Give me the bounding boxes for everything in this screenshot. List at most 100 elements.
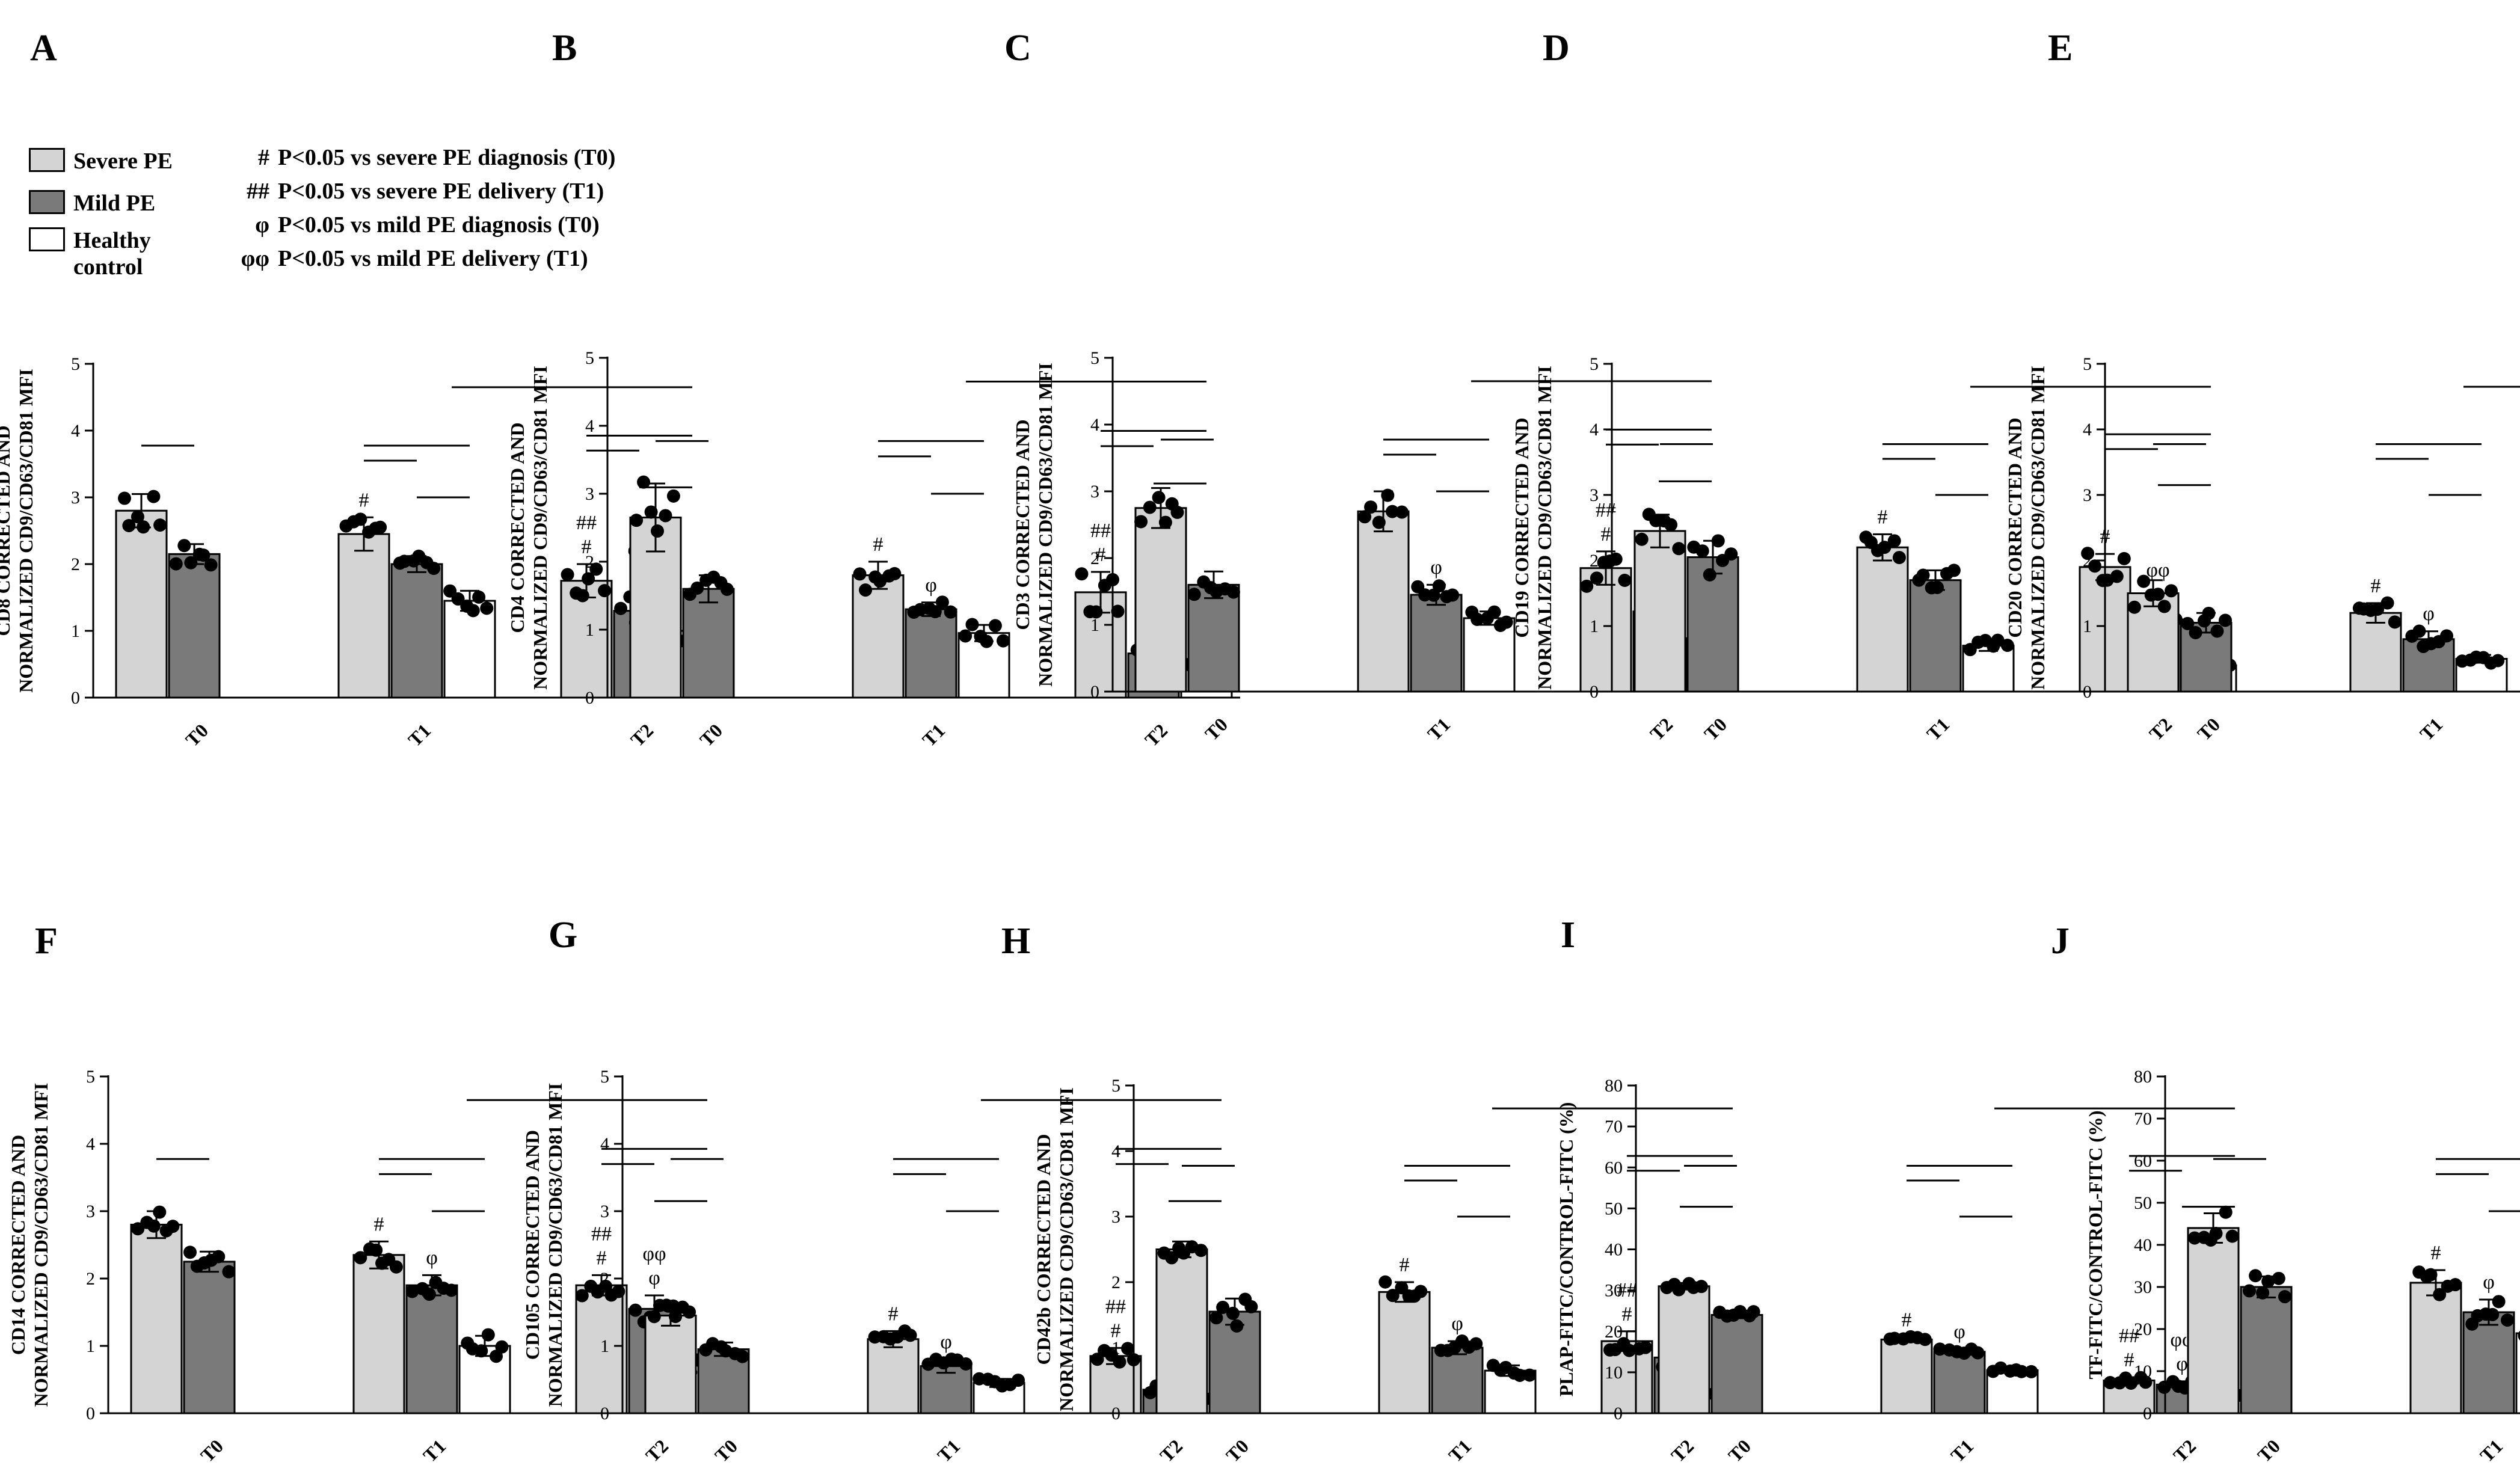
significance-mark: ## xyxy=(576,512,597,534)
data-point xyxy=(1618,573,1632,587)
bar xyxy=(1410,594,1463,693)
data-point xyxy=(475,1344,488,1358)
data-point xyxy=(2137,574,2151,588)
data-point xyxy=(451,592,465,606)
significance-mark: φ xyxy=(2423,603,2435,625)
bar xyxy=(867,1338,920,1414)
significance-mark: φ xyxy=(1953,1321,1965,1343)
data-point xyxy=(147,1219,161,1233)
data-point xyxy=(965,618,979,631)
y-axis-label-line: CD14 CORRECTED AND xyxy=(7,1135,29,1355)
significance-mark: ## xyxy=(1090,520,1111,542)
legend-note-text: P<0.05 vs severe PE delivery (T1) xyxy=(278,179,604,204)
x-category-label: T0 xyxy=(2253,1435,2284,1466)
data-point xyxy=(644,505,658,519)
significance-mark: φ xyxy=(648,1267,660,1289)
y-tick-label: 2 xyxy=(1090,548,1099,568)
data-point xyxy=(2000,639,2014,652)
significance-mark: # xyxy=(1622,1303,1632,1325)
y-tick-label: 2 xyxy=(1590,551,1599,571)
data-point xyxy=(1635,532,1649,546)
data-point xyxy=(2412,624,2426,638)
data-point xyxy=(651,524,665,538)
legend-item-severe-pe: Severe PE xyxy=(29,148,230,174)
data-point xyxy=(598,584,612,598)
data-point xyxy=(1887,534,1901,548)
data-point xyxy=(736,1350,749,1363)
y-tick-label: 10 xyxy=(1605,1363,1623,1383)
x-category-label: T2 xyxy=(1140,719,1172,751)
data-point xyxy=(589,562,603,576)
x-category-label: T2 xyxy=(1646,713,1677,745)
data-point xyxy=(1378,1275,1392,1289)
data-point xyxy=(2181,616,2195,630)
legend-note-text: P<0.05 vs mild PE delivery (T1) xyxy=(278,246,588,271)
legend-note-symbol: φφ xyxy=(241,246,269,271)
data-point xyxy=(166,1220,180,1233)
data-point xyxy=(1711,534,1725,548)
y-tick-label: 3 xyxy=(86,1202,95,1221)
y-tick-label: 0 xyxy=(1590,682,1599,702)
data-point xyxy=(1446,588,1460,602)
y-tick-label: 70 xyxy=(1605,1117,1623,1137)
panel-letter: F xyxy=(35,921,58,962)
data-point xyxy=(2219,1205,2233,1219)
data-point xyxy=(1580,579,1594,593)
data-point xyxy=(1089,605,1103,619)
data-point xyxy=(1209,1311,1223,1325)
data-point xyxy=(1931,580,1944,594)
data-point xyxy=(405,1285,419,1298)
bar xyxy=(1155,1248,1208,1414)
data-point xyxy=(2151,588,2165,601)
bar xyxy=(352,1254,405,1414)
x-category-label: T1 xyxy=(1444,1435,1475,1466)
data-point xyxy=(2127,600,2141,614)
y-tick-label: 1 xyxy=(2083,616,2092,636)
legend-note-symbol: # xyxy=(258,145,269,170)
data-point xyxy=(1918,1333,1932,1346)
x-category-label: T1 xyxy=(2415,713,2447,745)
data-point xyxy=(1469,1337,1483,1351)
data-point xyxy=(1152,491,1166,505)
data-point xyxy=(1672,542,1686,556)
data-point xyxy=(988,619,1002,633)
data-point xyxy=(1075,567,1089,581)
bar xyxy=(1658,1285,1710,1414)
significance-mark: # xyxy=(873,533,884,556)
y-tick-label: 60 xyxy=(2134,1151,2152,1171)
data-point xyxy=(2110,570,2124,583)
data-point xyxy=(575,1289,589,1303)
bar xyxy=(1187,583,1240,693)
data-point xyxy=(1878,541,1892,554)
y-tick-label: 50 xyxy=(2134,1193,2152,1213)
data-point xyxy=(1622,1343,1636,1357)
y-tick-label: 0 xyxy=(600,1404,609,1423)
y-tick-label: 0 xyxy=(1090,682,1099,702)
data-point xyxy=(2024,1365,2038,1378)
y-tick-label: 0 xyxy=(1111,1404,1120,1423)
data-point xyxy=(2209,1227,2223,1241)
chart-panel-e: E CD20 CORRECTED ANDNORMALIZED CD9/CD63/C… xyxy=(2004,28,2520,745)
data-point xyxy=(628,1303,642,1317)
data-point xyxy=(369,1243,383,1257)
bar xyxy=(2409,1282,2462,1414)
data-point xyxy=(2272,1271,2285,1285)
y-axis-label-line: CD8 CORRECTED AND xyxy=(0,425,14,636)
y-tick-label: 2 xyxy=(1111,1273,1120,1292)
data-point xyxy=(466,604,480,618)
data-point xyxy=(2117,551,2131,565)
bar xyxy=(405,1284,458,1414)
y-tick-label: 40 xyxy=(2134,1235,2152,1255)
y-tick-label: 3 xyxy=(1090,482,1099,502)
chart-panel-i: I PLAP-FITC/CONTROL-FITC (%) 0 10 20 30 40 50 60… xyxy=(1555,915,2269,1466)
y-axis-label-line: NORMALIZED CD9/CD63/CD81 MFI xyxy=(30,1083,52,1407)
data-point xyxy=(1991,633,2005,647)
data-point xyxy=(1487,605,1501,619)
y-tick-label: 0 xyxy=(2083,682,2092,702)
y-axis-label-line: NORMALIZED CD9/CD63/CD81 MFI xyxy=(529,366,551,690)
data-point xyxy=(197,548,211,562)
data-point xyxy=(444,1283,458,1297)
